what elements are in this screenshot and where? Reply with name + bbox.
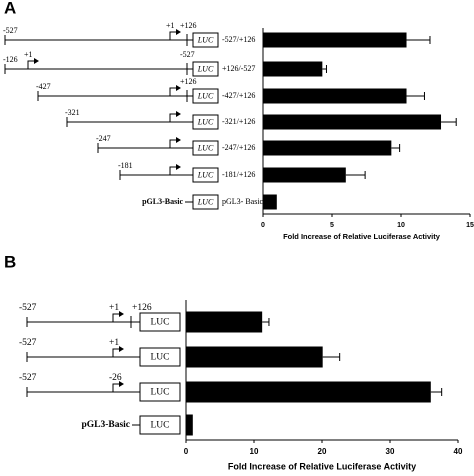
bar xyxy=(263,167,346,183)
reporter-label: LUC xyxy=(197,143,214,152)
construct-name: pGL3-Basic xyxy=(81,420,130,430)
panel-label: A xyxy=(4,0,16,17)
tss-arrow xyxy=(169,113,178,122)
bar xyxy=(263,32,407,48)
x-tick-label: 10 xyxy=(250,447,259,456)
reporter-label: LUC xyxy=(151,388,170,398)
tss-arrow xyxy=(169,87,178,96)
tss-arrow xyxy=(169,31,178,40)
row-label: -427/+126 xyxy=(222,91,255,100)
construct-name: pGL3-Basic xyxy=(142,197,183,206)
end-label: -527 xyxy=(180,50,195,59)
reporter-label: LUC xyxy=(197,170,214,179)
tss-label: +1 xyxy=(109,303,119,313)
bar xyxy=(186,346,323,368)
tss-arrow xyxy=(112,383,121,392)
arrow-head xyxy=(119,311,124,317)
start-label: -247 xyxy=(96,134,111,143)
start-label: -427 xyxy=(36,82,51,91)
end-label: +126 xyxy=(180,77,197,86)
end-label: +126 xyxy=(132,303,152,313)
start-label: -181 xyxy=(118,161,133,170)
bar xyxy=(186,311,263,333)
tss-label: +1 xyxy=(24,50,33,59)
start-label: -321 xyxy=(65,108,80,117)
tss-label: +1 xyxy=(109,338,119,348)
x-tick-label: 10 xyxy=(397,222,405,229)
start-label: -527 xyxy=(19,373,37,383)
row-label: +126/-527 xyxy=(222,64,255,73)
row-label: -527/+126 xyxy=(222,35,255,44)
arrow-head xyxy=(119,346,124,352)
arrow-head xyxy=(176,137,181,143)
tss-label: +1 xyxy=(166,21,175,30)
start-label: -527 xyxy=(3,26,18,35)
tss-arrow xyxy=(112,313,121,322)
end-label: +126 xyxy=(180,21,197,30)
tss-arrow xyxy=(27,60,36,69)
panel-label: B xyxy=(4,252,16,271)
x-axis-label: Fold Increase of Relative Luciferase Act… xyxy=(283,232,441,241)
row-label: -247/+126 xyxy=(222,143,255,152)
start-label: -527 xyxy=(19,303,37,313)
row-label: -181/+126 xyxy=(222,170,255,179)
arrow-head xyxy=(34,58,39,64)
tss-arrow xyxy=(112,348,121,357)
arrow-head xyxy=(119,381,124,387)
x-tick-label: 15 xyxy=(466,222,474,229)
row-label: pGL3- Basic xyxy=(222,197,264,206)
arrow-head xyxy=(176,111,181,117)
bar xyxy=(263,61,323,77)
arrow-head xyxy=(176,85,181,91)
tss-label: -26 xyxy=(109,373,122,383)
reporter-label: LUC xyxy=(197,35,214,44)
arrow-head xyxy=(176,29,181,35)
reporter-label: LUC xyxy=(197,64,214,73)
x-tick-label: 20 xyxy=(318,447,327,456)
bar xyxy=(186,414,193,436)
arrow-head xyxy=(176,164,181,170)
x-tick-label: 40 xyxy=(454,447,463,456)
bar xyxy=(263,114,442,130)
x-tick-label: 30 xyxy=(386,447,395,456)
reporter-label: LUC xyxy=(197,197,214,206)
bar xyxy=(186,381,431,403)
bar xyxy=(263,88,407,104)
x-tick-label: 0 xyxy=(261,222,265,229)
x-tick-label: 0 xyxy=(184,447,189,456)
tss-arrow xyxy=(169,139,178,148)
reporter-label: LUC xyxy=(197,117,214,126)
start-label: -527 xyxy=(19,338,37,348)
reporter-label: LUC xyxy=(197,91,214,100)
x-tick-label: 5 xyxy=(330,222,334,229)
reporter-label: LUC xyxy=(151,421,170,431)
start-label: -126 xyxy=(3,55,18,64)
row-label: -321/+126 xyxy=(222,117,255,126)
x-axis-label: Fold Increase of Relative Luciferase Act… xyxy=(228,461,416,471)
tss-arrow xyxy=(169,166,178,175)
bar xyxy=(263,140,392,156)
bar xyxy=(263,194,277,210)
reporter-label: LUC xyxy=(151,353,170,363)
reporter-label: LUC xyxy=(151,318,170,328)
